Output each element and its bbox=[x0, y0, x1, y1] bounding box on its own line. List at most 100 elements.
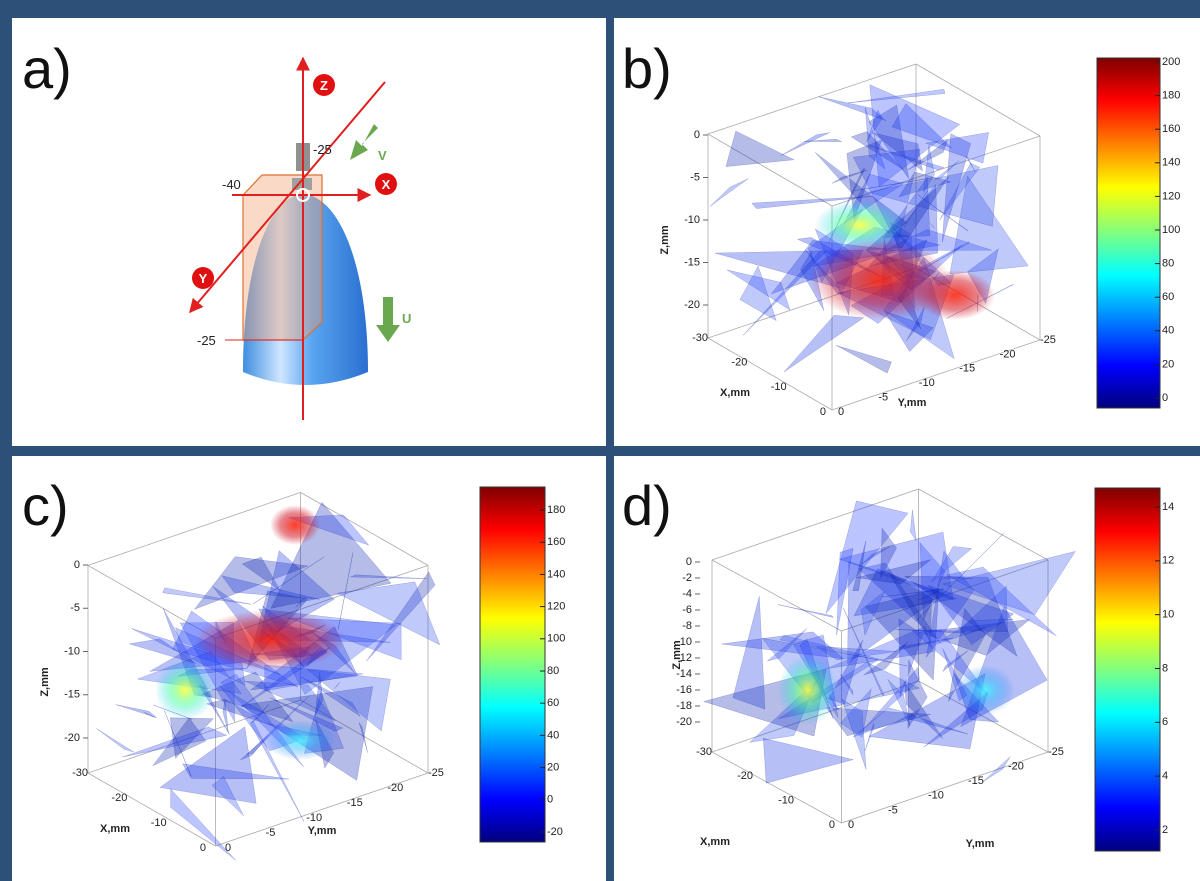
volume-facet bbox=[941, 133, 971, 243]
volume-facet bbox=[205, 698, 272, 726]
x-tick-label: -20 bbox=[737, 770, 753, 782]
y-tick-label: -10 bbox=[919, 377, 935, 389]
volume-facet bbox=[152, 717, 207, 767]
volume-facet bbox=[742, 251, 827, 336]
volume-facet bbox=[270, 697, 344, 732]
volume-facet bbox=[907, 659, 928, 730]
colorbar bbox=[1094, 487, 1161, 852]
axis-name: Z bbox=[320, 78, 328, 93]
x-tick-label: -30 bbox=[696, 746, 712, 758]
volume-facet bbox=[836, 547, 854, 636]
colorbar-tick-label: 12 bbox=[1162, 555, 1174, 567]
colorbar-tick-label: 160 bbox=[1162, 123, 1180, 135]
colorbar-tick-label: 140 bbox=[547, 568, 565, 580]
volume-facet bbox=[240, 733, 270, 761]
axis-name: X bbox=[382, 177, 391, 192]
volume-facet bbox=[129, 638, 197, 664]
box-edge bbox=[87, 565, 216, 639]
volume-facet bbox=[864, 722, 875, 752]
colorbar-tick-label: 120 bbox=[547, 601, 565, 613]
y-tick-label: -20 bbox=[387, 782, 403, 794]
z-tick-label: -20 bbox=[676, 716, 692, 728]
x-tick-label: -20 bbox=[111, 792, 127, 804]
z-tick-label: -5 bbox=[690, 171, 700, 183]
colorbar-tick-label: 14 bbox=[1162, 501, 1174, 513]
x-tick-label: 0 bbox=[820, 406, 826, 418]
volume-facet bbox=[852, 707, 917, 738]
z-tick-label: -6 bbox=[682, 604, 692, 616]
volume-facet bbox=[300, 676, 361, 717]
z-tick-label: 0 bbox=[686, 556, 692, 568]
y-axis bbox=[189, 81, 386, 314]
y-tick-label: -5 bbox=[888, 804, 898, 816]
volume-facet bbox=[891, 103, 952, 149]
hot-spot bbox=[915, 270, 995, 320]
volume-facet bbox=[721, 631, 845, 660]
volume-facet bbox=[780, 132, 830, 156]
motion-label: U bbox=[402, 311, 411, 326]
colorbar-tick-label: 4 bbox=[1162, 770, 1168, 782]
plot-3d bbox=[707, 63, 1041, 411]
plot-3d bbox=[702, 488, 1076, 824]
volume-facet bbox=[763, 737, 854, 784]
z-tick-label: -10 bbox=[64, 645, 80, 657]
panel-label: b) bbox=[622, 37, 672, 100]
hot-spot bbox=[270, 505, 320, 545]
volume-facet bbox=[915, 532, 1005, 621]
probe bbox=[243, 194, 368, 385]
volume-facet bbox=[159, 726, 257, 804]
volume-facet bbox=[910, 509, 917, 541]
volume-facet bbox=[925, 132, 989, 164]
volume-facet bbox=[926, 550, 975, 658]
volume-facet bbox=[927, 584, 1015, 646]
volume-facet bbox=[853, 568, 958, 617]
colorbar-tick-label: 180 bbox=[1162, 90, 1180, 102]
axis-badge bbox=[375, 173, 397, 195]
volume-facet bbox=[193, 556, 309, 610]
z-tick-label: -12 bbox=[676, 652, 692, 664]
volume-facet bbox=[221, 575, 320, 600]
box-edge bbox=[87, 699, 301, 774]
y-tick-label: -10 bbox=[928, 790, 944, 802]
volume-facet bbox=[264, 664, 363, 692]
z-tick-label: 0 bbox=[694, 129, 700, 141]
volume-facet bbox=[241, 556, 281, 592]
hot-spot bbox=[810, 240, 950, 320]
volume-facet bbox=[861, 591, 885, 637]
volume-facet bbox=[904, 680, 944, 739]
colorbar-tick-label: 100 bbox=[1162, 224, 1180, 236]
colorbar-tick-label: 2 bbox=[1162, 824, 1168, 836]
volume-facet bbox=[182, 763, 289, 780]
colorbar-tick-label: 20 bbox=[1162, 358, 1174, 370]
hot-spot bbox=[155, 660, 215, 720]
volume-facet bbox=[96, 728, 134, 753]
volume-facet bbox=[777, 604, 835, 618]
axis-title: Z,mm bbox=[39, 667, 51, 697]
volume-facet bbox=[863, 666, 920, 730]
volume-facet bbox=[853, 177, 935, 192]
volume-facet bbox=[846, 139, 883, 221]
volume-facet bbox=[888, 572, 932, 643]
colorbar-tick-label: -20 bbox=[547, 826, 563, 838]
colorbar-tick-label: 40 bbox=[1162, 325, 1174, 337]
volume-facet bbox=[164, 710, 192, 777]
volume-facet bbox=[211, 776, 244, 816]
volume-facet bbox=[839, 674, 854, 696]
x-tick-label: 0 bbox=[200, 842, 206, 854]
axis-badge bbox=[313, 74, 335, 96]
volume-facet bbox=[948, 607, 986, 702]
box-edge bbox=[707, 63, 917, 135]
axis-title: X,mm bbox=[700, 836, 730, 848]
volume-facet bbox=[779, 635, 908, 667]
x-tick-label: -30 bbox=[692, 332, 708, 344]
box-edge bbox=[711, 488, 919, 561]
volume-facet bbox=[831, 170, 867, 184]
volume-facet bbox=[336, 581, 441, 646]
volume-facet bbox=[942, 650, 969, 672]
colorbar-tick-label: 40 bbox=[547, 729, 559, 741]
motion-arrow bbox=[350, 124, 378, 160]
axis-title: Y,mm bbox=[308, 825, 337, 837]
volume-facet bbox=[858, 562, 941, 644]
hot-spot bbox=[815, 200, 905, 250]
